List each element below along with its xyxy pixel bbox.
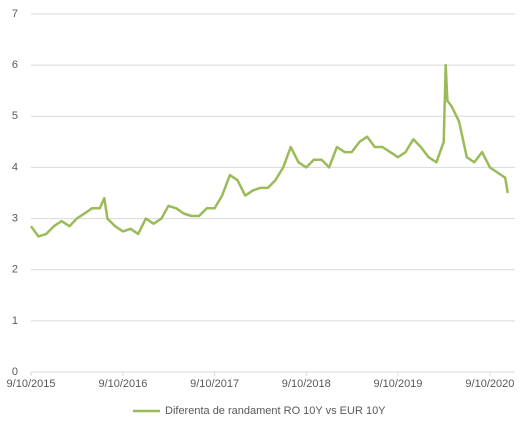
data-line xyxy=(29,63,509,238)
x-tick-label: 9/10/2017 xyxy=(190,378,239,390)
y-tick-label: 6 xyxy=(12,59,18,71)
x-tick-label: 9/10/2016 xyxy=(98,378,147,390)
x-tick-label: 9/10/2018 xyxy=(282,378,331,390)
x-tick-label: 9/10/2019 xyxy=(373,378,422,390)
y-tick-label: 1 xyxy=(12,315,18,327)
y-tick-label: 2 xyxy=(12,264,18,276)
x-tick-label: 9/10/2020 xyxy=(465,378,514,390)
y-tick-label: 3 xyxy=(12,212,18,224)
legend-label: Diferenta de randament RO 10Y vs EUR 10Y xyxy=(165,405,386,417)
y-tick-label: 7 xyxy=(12,8,18,20)
y-tick-label: 0 xyxy=(12,366,18,378)
y-tick-label: 4 xyxy=(12,161,18,173)
x-tick-label: 9/10/2015 xyxy=(7,378,56,390)
y-tick-label: 5 xyxy=(12,110,18,122)
